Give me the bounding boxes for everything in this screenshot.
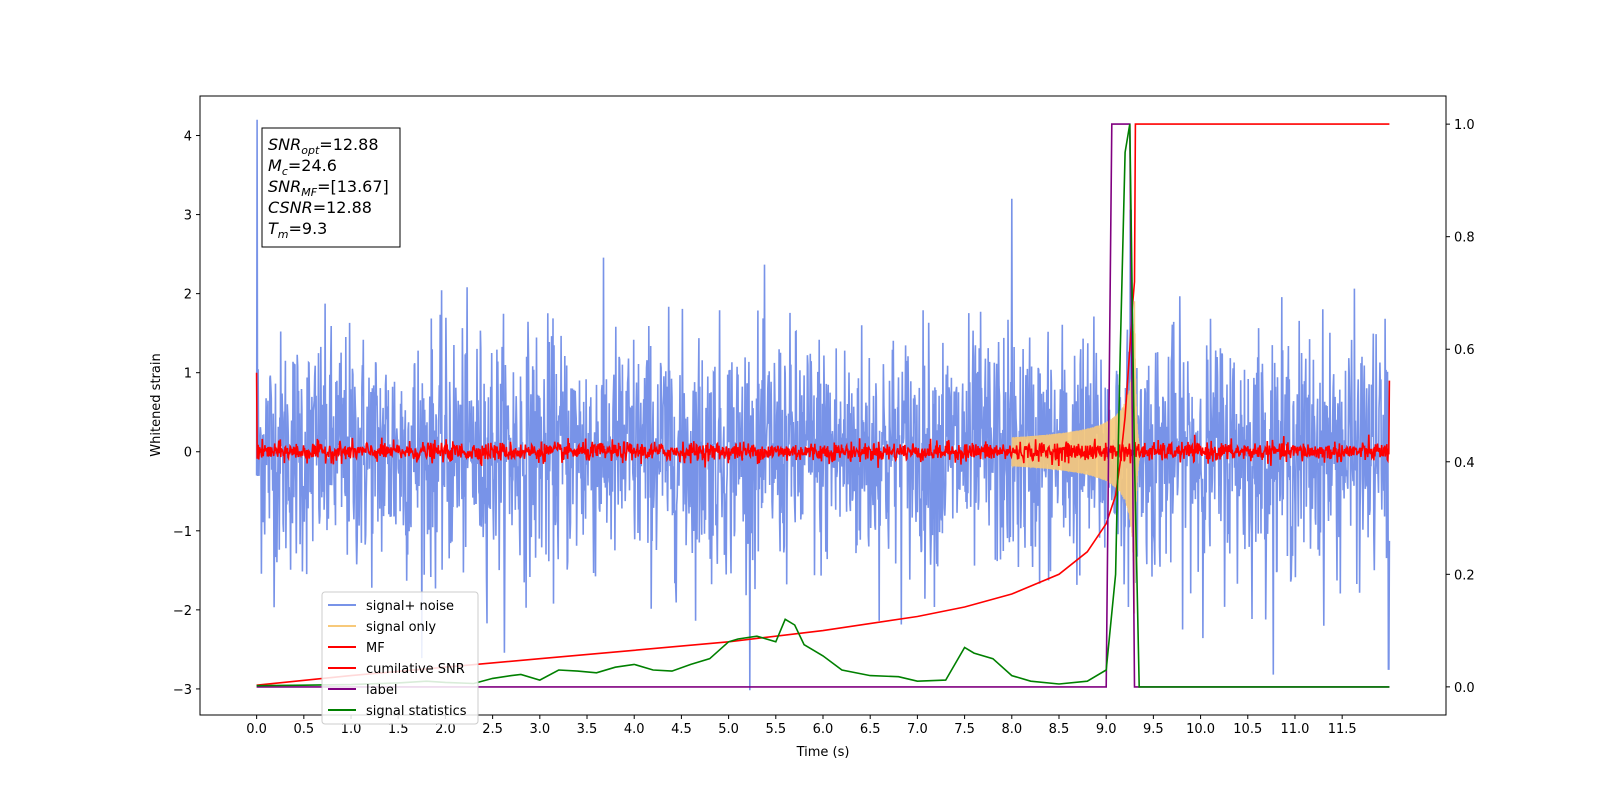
x-tick-label: 1.5 xyxy=(388,722,409,737)
legend-label: signal+ noise xyxy=(366,599,454,614)
legend-label: signal only xyxy=(366,620,436,635)
y-axis-ticks-left: −3 −2 −1 0 1 2 3 4 xyxy=(173,130,200,698)
x-tick-label: 4.5 xyxy=(671,722,692,737)
x-tick-label: 10.5 xyxy=(1233,722,1262,737)
y-tick-label: −2 xyxy=(173,604,192,619)
y2-tick-label: 0.4 xyxy=(1454,456,1475,471)
annotation-line: SNRMF=[13.67] xyxy=(268,177,389,199)
annotation-line: Tm=9.3 xyxy=(268,219,327,241)
x-tick-label: 6.5 xyxy=(860,722,881,737)
x-tick-label: 5.0 xyxy=(718,722,739,737)
y-tick-label: 2 xyxy=(184,288,192,303)
x-tick-label: 11.5 xyxy=(1328,722,1357,737)
x-tick-label: 9.5 xyxy=(1143,722,1164,737)
x-tick-label: 7.5 xyxy=(954,722,975,737)
y-tick-label: −3 xyxy=(173,683,192,698)
y-tick-label: 1 xyxy=(184,367,192,382)
x-tick-label: 1.0 xyxy=(341,722,362,737)
y-tick-label: 0 xyxy=(184,446,192,461)
x-tick-label: 6.0 xyxy=(813,722,834,737)
legend: signal+ noise signal only MF cumilative SNR… xyxy=(321,591,479,725)
x-tick-label: 8.0 xyxy=(1001,722,1022,737)
x-tick-label: 5.5 xyxy=(765,722,786,737)
x-axis-label: Time (s) xyxy=(796,745,850,760)
y2-tick-label: 0.2 xyxy=(1454,568,1475,583)
x-tick-label: 9.0 xyxy=(1096,722,1117,737)
x-tick-label: 2.5 xyxy=(482,722,503,737)
y-axis-ticks-right: 0.0 0.2 0.4 0.6 0.8 1.0 xyxy=(1446,118,1475,696)
legend-label: label xyxy=(366,683,397,698)
x-tick-label: 10.0 xyxy=(1186,722,1215,737)
series-signal-noise-line xyxy=(255,119,1391,691)
x-tick-label: 4.0 xyxy=(624,722,645,737)
x-tick-label: 0.0 xyxy=(246,722,267,737)
y2-tick-label: 0.6 xyxy=(1454,343,1475,358)
y-tick-label: −1 xyxy=(173,525,192,540)
series-mf-line xyxy=(255,372,1391,468)
x-tick-label: 2.0 xyxy=(435,722,456,737)
series-layer xyxy=(255,119,1391,691)
x-tick-label: 3.5 xyxy=(577,722,598,737)
x-tick-label: 0.5 xyxy=(293,722,314,737)
x-tick-label: 11.0 xyxy=(1280,722,1309,737)
series-signal-statistics-line xyxy=(256,123,1390,688)
legend-label: MF xyxy=(366,641,385,656)
y2-tick-label: 1.0 xyxy=(1454,118,1475,133)
annotation-line: Mc=24.6 xyxy=(268,156,337,178)
y-axis-label: Whitened strain xyxy=(149,353,164,456)
x-tick-label: 7.0 xyxy=(907,722,928,737)
x-axis-ticks: 0.0 0.5 1.0 1.5 2.0 2.5 3.0 3.5 4.0 4.5 5.0 5.5 6.0 6… xyxy=(246,715,1357,737)
legend-label: cumilative SNR xyxy=(366,662,465,677)
annotation-line: CSNR=12.88 xyxy=(268,198,372,217)
legend-label: signal statistics xyxy=(366,704,467,719)
x-tick-label: 3.0 xyxy=(529,722,550,737)
x-tick-label: 8.5 xyxy=(1049,722,1070,737)
y2-tick-label: 0.0 xyxy=(1454,681,1475,696)
y-tick-label: 3 xyxy=(184,209,192,224)
annotation-box: SNRopt=12.88Mc=24.6SNRMF=[13.67]CSNR=12.… xyxy=(261,127,401,248)
annotation-line: SNRopt=12.88 xyxy=(268,135,379,157)
y-tick-label: 4 xyxy=(184,130,192,145)
y2-tick-label: 0.8 xyxy=(1454,231,1475,246)
